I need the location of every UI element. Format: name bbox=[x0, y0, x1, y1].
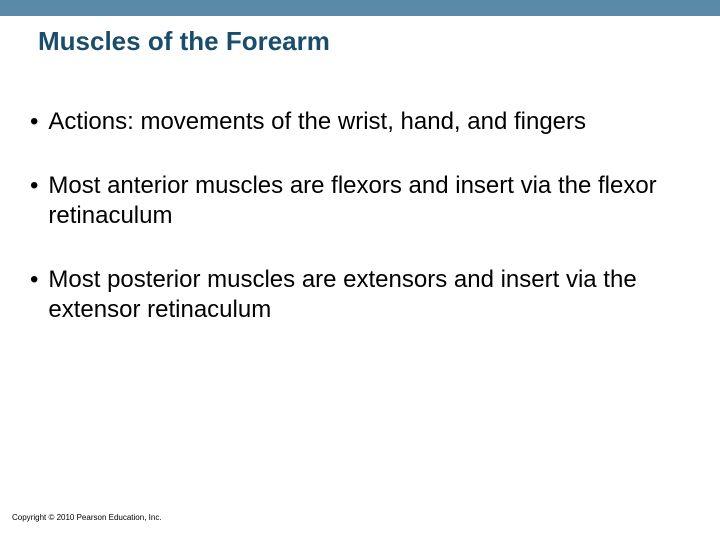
copyright-footer: Copyright © 2010 Pearson Education, Inc. bbox=[12, 513, 162, 522]
bullet-text: Most posterior muscles are extensors and… bbox=[48, 265, 690, 325]
bullet-item: • Most anterior muscles are flexors and … bbox=[30, 171, 690, 231]
bullet-item: • Most posterior muscles are extensors a… bbox=[30, 265, 690, 325]
bullet-text: Most anterior muscles are flexors and in… bbox=[48, 171, 690, 231]
bullet-text: Actions: movements of the wrist, hand, a… bbox=[48, 107, 690, 137]
bullet-marker-icon: • bbox=[30, 107, 38, 137]
bullet-marker-icon: • bbox=[30, 171, 38, 201]
bullet-item: • Actions: movements of the wrist, hand,… bbox=[30, 107, 690, 137]
top-accent-bar bbox=[0, 0, 720, 16]
slide-title: Muscles of the Forearm bbox=[0, 16, 720, 57]
slide-content: • Actions: movements of the wrist, hand,… bbox=[0, 57, 720, 325]
bullet-marker-icon: • bbox=[30, 265, 38, 295]
